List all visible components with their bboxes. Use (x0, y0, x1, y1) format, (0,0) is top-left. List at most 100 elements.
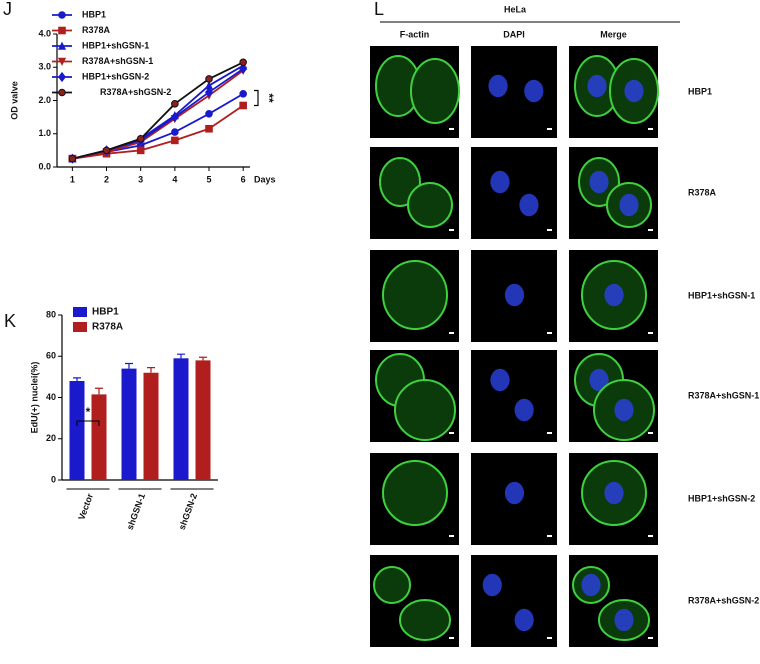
bar (143, 372, 159, 480)
marker (57, 57, 67, 66)
micrograph (471, 350, 557, 442)
marker (68, 154, 77, 163)
marker (170, 112, 179, 123)
scale-bar (449, 535, 454, 537)
row-label: R378A+shGSN-2 (688, 595, 759, 605)
marker (239, 58, 247, 67)
nucleus (490, 170, 510, 194)
nucleus (619, 193, 639, 217)
y-tick-label: 0.0 (38, 161, 51, 171)
error-bar (73, 377, 81, 381)
bracket (254, 89, 259, 107)
marker (136, 146, 145, 155)
x-tick-label: Vector (76, 492, 95, 522)
x-tick-label: 2 (104, 174, 109, 184)
row-label: R378A+shGSN-1 (688, 390, 759, 400)
marker (205, 75, 213, 83)
error-bar (95, 387, 103, 395)
error-bar (199, 356, 207, 361)
micrograph (471, 555, 557, 647)
scale-bar (547, 332, 552, 334)
column-header: Merge (600, 29, 627, 39)
nucleus (504, 283, 525, 307)
marker (58, 11, 66, 19)
scale-bar (648, 229, 653, 231)
scale-bar (648, 128, 653, 130)
y-tick-label: 2.0 (38, 95, 51, 105)
scale-bar (449, 128, 454, 130)
bar (69, 381, 85, 480)
marker (239, 101, 247, 110)
legend-label: R378A+shGSN-1 (82, 56, 153, 66)
nucleus (514, 608, 534, 632)
micrograph (471, 46, 557, 138)
y-axis-label: EdU(+) nuclei(%) (29, 362, 39, 434)
column-header: DAPI (503, 29, 525, 39)
nucleus (589, 368, 609, 392)
legend-label: HBP1 (92, 307, 119, 318)
scale-bar (547, 637, 552, 639)
marker (102, 146, 111, 155)
marker (239, 63, 248, 75)
x-axis-label: Days (254, 174, 276, 184)
scale-bar (648, 332, 653, 334)
cell (407, 182, 453, 228)
cell (382, 460, 448, 526)
row-label: HBP1 (688, 86, 712, 96)
annotation: ** (262, 93, 276, 103)
y-axis-label: OD valve (9, 81, 19, 120)
scale-bar (648, 637, 653, 639)
bar (195, 360, 211, 480)
line (72, 69, 244, 160)
legend-swatch (73, 322, 87, 332)
scale-bar (648, 432, 653, 434)
marker (136, 134, 145, 143)
scale-bar (449, 332, 454, 334)
y-tick-label: 80 (46, 309, 56, 319)
nucleus (604, 481, 624, 505)
y-tick-label: 60 (46, 351, 56, 361)
panel-label: J (3, 0, 12, 19)
legend-label: R378A (82, 25, 111, 35)
x-tick-label: 4 (172, 174, 177, 184)
bar (121, 368, 137, 480)
scale-bar (449, 229, 454, 231)
nucleus (524, 79, 544, 103)
cell (399, 599, 451, 641)
marker (171, 136, 179, 145)
scale-bar (449, 432, 454, 434)
nucleus (604, 283, 624, 307)
nucleus (514, 398, 534, 422)
panel-label: L (374, 0, 384, 19)
marker (205, 87, 213, 98)
nucleus (519, 193, 539, 217)
legend-label: HBP1+shGSN-2 (82, 71, 149, 81)
cell (394, 379, 456, 441)
nucleus (624, 79, 644, 103)
scale-bar (547, 432, 552, 434)
nucleus (581, 573, 601, 597)
micrograph (471, 147, 557, 239)
scale-bar (547, 535, 552, 537)
marker (171, 100, 179, 108)
y-tick-label: 20 (46, 433, 56, 443)
line (72, 61, 244, 160)
column-header: F-actin (400, 29, 430, 39)
line (72, 104, 244, 160)
bracket (76, 420, 100, 426)
nucleus (614, 398, 634, 422)
error-bar (147, 366, 155, 373)
marker (171, 128, 179, 136)
bar (173, 358, 189, 480)
row-label: HBP1+shGSN-1 (688, 290, 755, 300)
marker (239, 90, 247, 98)
error-bar (177, 353, 185, 359)
x-tick-label: shGSN-1 (125, 492, 147, 531)
x-tick-label: 3 (138, 174, 143, 184)
marker (205, 110, 213, 118)
nucleus (587, 74, 607, 98)
panel-label: K (4, 311, 16, 331)
marker (58, 71, 66, 83)
legend-label: R378A (92, 322, 123, 333)
row-label: HBP1+shGSN-2 (688, 493, 755, 503)
